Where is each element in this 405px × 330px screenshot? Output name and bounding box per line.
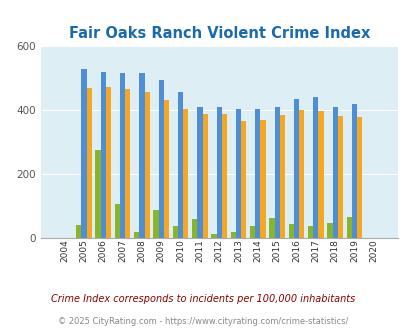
Bar — [134, 232, 139, 238]
Bar — [332, 107, 337, 238]
Bar — [106, 87, 111, 238]
Bar — [81, 69, 86, 238]
Bar — [269, 217, 274, 238]
Text: © 2025 CityRating.com - https://www.cityrating.com/crime-statistics/: © 2025 CityRating.com - https://www.city… — [58, 317, 347, 326]
Bar — [326, 223, 332, 238]
Bar — [351, 104, 356, 238]
Bar — [230, 232, 235, 238]
Bar — [241, 121, 246, 238]
Bar — [307, 226, 313, 238]
Bar — [95, 150, 100, 238]
Bar — [86, 88, 92, 238]
Bar — [337, 116, 342, 238]
Bar — [177, 92, 183, 238]
Bar — [100, 72, 106, 238]
Bar — [158, 80, 164, 238]
Bar — [164, 100, 169, 238]
Bar — [298, 110, 304, 238]
Bar — [139, 73, 144, 238]
Text: Crime Index corresponds to incidents per 100,000 inhabitants: Crime Index corresponds to incidents per… — [51, 294, 354, 304]
Bar — [183, 109, 188, 238]
Bar — [260, 119, 265, 238]
Bar — [115, 204, 120, 238]
Bar — [153, 211, 158, 238]
Bar — [293, 99, 298, 238]
Bar — [313, 97, 318, 238]
Bar — [346, 217, 351, 238]
Bar — [221, 114, 226, 238]
Title: Fair Oaks Ranch Violent Crime Index: Fair Oaks Ranch Violent Crime Index — [68, 26, 369, 41]
Bar — [255, 109, 260, 238]
Bar — [211, 234, 216, 238]
Bar — [274, 107, 279, 238]
Bar — [197, 107, 202, 238]
Bar — [235, 109, 241, 238]
Bar — [120, 73, 125, 238]
Bar — [249, 226, 255, 238]
Bar — [288, 224, 293, 238]
Bar — [202, 114, 207, 238]
Bar — [318, 111, 323, 238]
Bar — [356, 117, 361, 238]
Bar — [76, 225, 81, 238]
Bar — [192, 219, 197, 238]
Bar — [144, 92, 149, 238]
Bar — [173, 226, 177, 238]
Bar — [125, 89, 130, 238]
Bar — [279, 115, 284, 238]
Bar — [216, 107, 221, 238]
